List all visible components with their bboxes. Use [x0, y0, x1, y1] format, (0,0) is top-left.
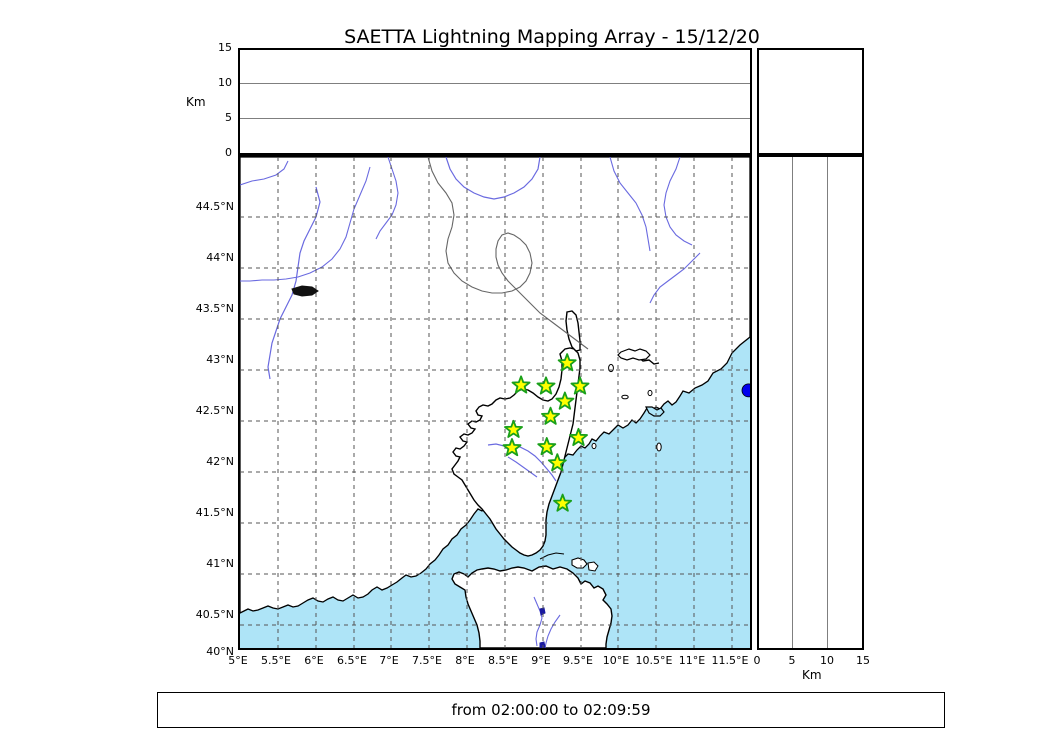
tick-lat-42: 42°N — [206, 455, 234, 468]
tick-lon-7: 7°E — [379, 654, 399, 667]
river-tirso — [544, 614, 561, 648]
islet-lavezzi — [539, 552, 565, 560]
panel-altitude-vs-longitude[interactable] — [238, 48, 752, 155]
tick-lon-8: 8°E — [455, 654, 475, 667]
gridline-km-10 — [827, 157, 828, 648]
tick-right-km-15: 15 — [856, 654, 870, 667]
station-marker-station-03 — [536, 376, 556, 395]
tick-lon-10-5: 10.5°E — [635, 654, 673, 667]
tick-lat-42-5: 42.5°N — [195, 404, 234, 417]
river-var — [375, 157, 399, 240]
tick-lat-40-5: 40.5°N — [195, 608, 234, 621]
tick-right-km-0: 0 — [753, 654, 761, 667]
tick-lon-6: 6°E — [304, 654, 324, 667]
station-marker-station-07 — [504, 419, 523, 438]
station-marker-station-06 — [541, 406, 560, 425]
tick-lat-41: 41°N — [206, 557, 234, 570]
tick-lon-5-5: 5.5°E — [261, 654, 291, 667]
tick-lon-11-5: 11.5°E — [711, 654, 749, 667]
island-sardinia — [451, 565, 613, 648]
gridline-alt-10 — [240, 83, 750, 84]
source-marker-layer — [741, 383, 750, 398]
river-durance — [240, 166, 371, 282]
tick-lat-43-5: 43.5°N — [195, 302, 234, 315]
tick-lon-8-5: 8.5°E — [488, 654, 518, 667]
station-marker-station-01 — [557, 353, 577, 372]
lake-mainland — [291, 285, 319, 297]
tick-lat-43: 43°N — [206, 353, 234, 366]
island-caprera — [587, 561, 599, 572]
station-marker-station-11 — [547, 453, 567, 472]
islet-giglio — [656, 442, 662, 452]
tick-right-km-5: 5 — [788, 654, 796, 667]
station-marker-station-08 — [569, 427, 588, 447]
tick-lon-5: 5°E — [228, 654, 248, 667]
tick-top-y-5: 5 — [225, 111, 232, 124]
island-maddalena — [571, 557, 588, 569]
river-po-branch — [445, 157, 541, 200]
map-graphic — [240, 157, 750, 648]
tick-lat-44-5: 44.5°N — [195, 200, 234, 213]
map-gridlines — [240, 157, 750, 648]
islet-montecristo — [647, 389, 653, 397]
coast-bay-notch — [645, 406, 665, 417]
tick-lon-11: 11°E — [678, 654, 706, 667]
station-marker-station-09 — [502, 438, 522, 457]
axis-label-right-km: Km — [802, 668, 822, 682]
river-east-2 — [663, 157, 693, 246]
river-coghinas — [533, 596, 543, 647]
gridline-km-5 — [792, 157, 793, 648]
river-east-1 — [609, 157, 651, 252]
tick-right-km-10: 10 — [820, 654, 834, 667]
border-france-italy — [427, 157, 589, 350]
tick-lon-10: 10°E — [602, 654, 630, 667]
island-elba — [617, 348, 651, 361]
gridline-alt-5 — [240, 118, 750, 119]
tick-top-y-15: 15 — [218, 41, 232, 54]
tick-top-y-0: 0 — [225, 146, 232, 159]
tick-lon-7-5: 7.5°E — [412, 654, 442, 667]
lightning-source-marker-source-01 — [741, 383, 750, 398]
panel-altitude-vs-latitude[interactable] — [757, 155, 864, 650]
tick-lat-41-5: 41.5°N — [195, 506, 234, 519]
panel-altitude-histogram[interactable] — [757, 48, 864, 155]
station-marker-station-04 — [570, 376, 590, 395]
station-marker-station-12 — [553, 493, 573, 512]
time-range-text: from 02:00:00 to 02:09:59 — [451, 701, 651, 719]
tick-lon-6-5: 6.5°E — [337, 654, 367, 667]
river-north-west — [240, 160, 289, 186]
tick-lon-9: 9°E — [531, 654, 551, 667]
station-marker-station-02 — [511, 375, 531, 394]
river-arno — [649, 252, 701, 304]
station-marker-station-05 — [555, 391, 575, 410]
tick-lon-9-5: 9.5°E — [563, 654, 593, 667]
panel-map[interactable] — [238, 155, 752, 650]
axis-label-top-km: Km — [186, 95, 206, 109]
river-tavignano — [507, 456, 538, 478]
islet-gorgona — [591, 442, 597, 450]
tick-top-y-10: 10 — [218, 76, 232, 89]
islet-capraia — [608, 363, 614, 373]
islet-pianosa — [621, 394, 629, 400]
time-range-caption-box: from 02:00:00 to 02:09:59 — [157, 692, 945, 728]
tick-lat-44: 44°N — [206, 251, 234, 264]
station-marker-layer — [502, 353, 590, 512]
station-marker-station-10 — [537, 437, 557, 456]
page-title: SAETTA Lightning Mapping Array - 15/12/2… — [344, 26, 760, 48]
river-golo — [487, 443, 557, 482]
tick-lat-40: 40°N — [206, 645, 234, 658]
